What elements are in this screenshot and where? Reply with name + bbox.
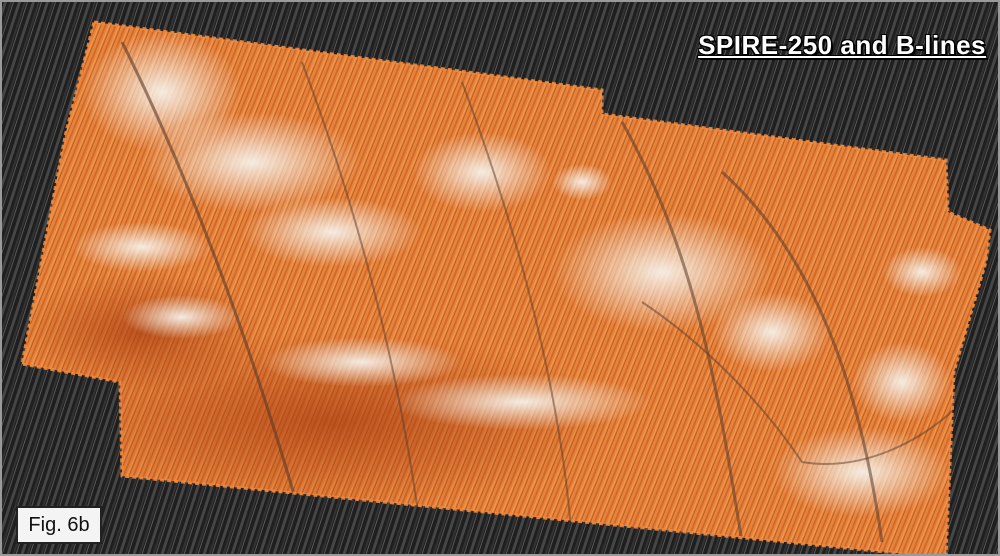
- figure-title: SPIRE-250 and B-lines: [698, 30, 986, 60]
- figure-number-label: Fig. 6b: [16, 506, 102, 544]
